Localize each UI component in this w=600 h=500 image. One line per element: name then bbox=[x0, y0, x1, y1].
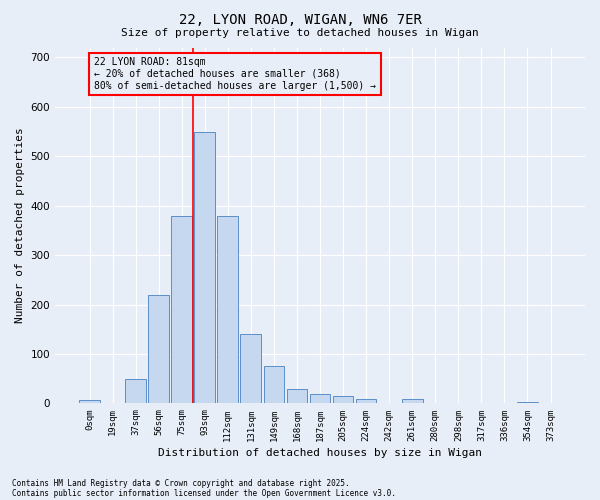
Text: 22 LYON ROAD: 81sqm
← 20% of detached houses are smaller (368)
80% of semi-detac: 22 LYON ROAD: 81sqm ← 20% of detached ho… bbox=[94, 58, 376, 90]
Bar bbox=[148, 294, 169, 404]
Text: Contains public sector information licensed under the Open Government Licence v3: Contains public sector information licen… bbox=[12, 488, 396, 498]
Bar bbox=[172, 216, 192, 404]
Bar bbox=[517, 402, 538, 404]
X-axis label: Distribution of detached houses by size in Wigan: Distribution of detached houses by size … bbox=[158, 448, 482, 458]
Bar bbox=[356, 398, 376, 404]
Bar bbox=[194, 132, 215, 404]
Bar bbox=[310, 394, 331, 404]
Text: Contains HM Land Registry data © Crown copyright and database right 2025.: Contains HM Land Registry data © Crown c… bbox=[12, 478, 350, 488]
Bar bbox=[79, 400, 100, 404]
Bar bbox=[332, 396, 353, 404]
Y-axis label: Number of detached properties: Number of detached properties bbox=[15, 128, 25, 324]
Text: Size of property relative to detached houses in Wigan: Size of property relative to detached ho… bbox=[121, 28, 479, 38]
Text: 22, LYON ROAD, WIGAN, WN6 7ER: 22, LYON ROAD, WIGAN, WN6 7ER bbox=[179, 12, 421, 26]
Bar bbox=[402, 400, 422, 404]
Bar bbox=[263, 366, 284, 404]
Bar bbox=[217, 216, 238, 404]
Bar bbox=[241, 334, 261, 404]
Bar bbox=[125, 378, 146, 404]
Bar bbox=[287, 388, 307, 404]
